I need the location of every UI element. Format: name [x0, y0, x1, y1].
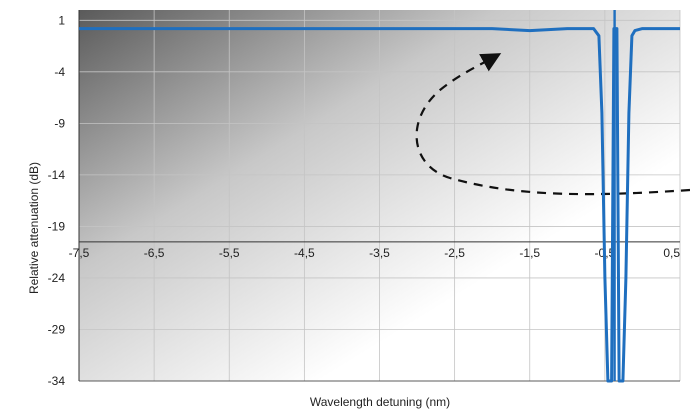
- spectrum-line: [79, 27, 680, 383]
- y-tick-label: 1: [58, 13, 65, 27]
- x-tick-label: -2,5: [444, 246, 465, 260]
- x-tick-label: -7,5: [69, 246, 90, 260]
- x-tick-label: -5,5: [219, 246, 240, 260]
- y-tick-label: -29: [48, 322, 66, 336]
- grid: [78, 10, 681, 382]
- y-tick-label: -14: [48, 168, 66, 182]
- y-tick-label: -34: [48, 374, 66, 388]
- x-axis-label: Wavelength detuning (nm): [310, 395, 450, 409]
- tick-labels: 1 -4 -9 -14 -19 -24 -29 -34 -7,5 -6,5 -5,5 -4,5 -3,5…: [48, 13, 681, 388]
- y-tick-label: -19: [48, 219, 66, 233]
- series: [79, 10, 680, 383]
- y-tick-label: -24: [48, 271, 66, 285]
- x-tick-label: 0,5: [663, 246, 680, 260]
- axes: [78, 10, 680, 382]
- y-axis-label: Relative attenuation (dB): [27, 162, 41, 294]
- y-tick-label: -4: [54, 65, 65, 79]
- x-tick-label: -3,5: [369, 246, 390, 260]
- x-tick-label: -1,5: [519, 246, 540, 260]
- x-tick-label: -6,5: [144, 246, 165, 260]
- dashed-arrow-annotation: [415, 53, 690, 196]
- x-tick-label: -4,5: [294, 246, 315, 260]
- y-tick-label: -9: [54, 116, 65, 130]
